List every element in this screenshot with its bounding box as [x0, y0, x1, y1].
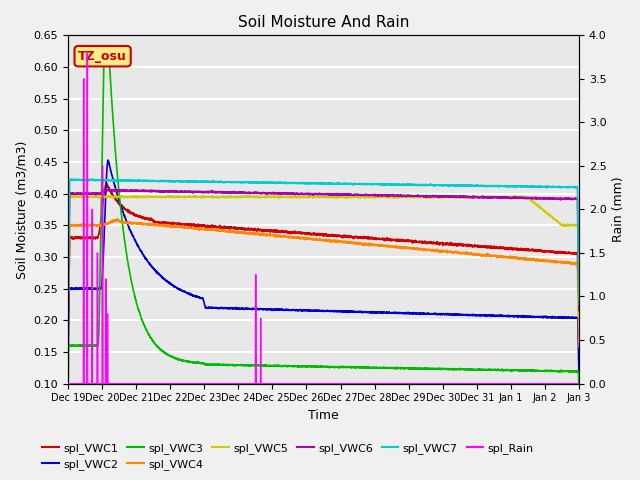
- Y-axis label: Rain (mm): Rain (mm): [612, 177, 625, 242]
- Legend: spl_VWC1, spl_VWC2, spl_VWC3, spl_VWC4, spl_VWC5, spl_VWC6, spl_VWC7, spl_Rain: spl_VWC1, spl_VWC2, spl_VWC3, spl_VWC4, …: [38, 438, 538, 474]
- X-axis label: Time: Time: [308, 409, 339, 422]
- Y-axis label: Soil Moisture (m3/m3): Soil Moisture (m3/m3): [15, 140, 28, 278]
- Title: Soil Moisture And Rain: Soil Moisture And Rain: [238, 15, 409, 30]
- Text: TZ_osu: TZ_osu: [78, 50, 127, 63]
